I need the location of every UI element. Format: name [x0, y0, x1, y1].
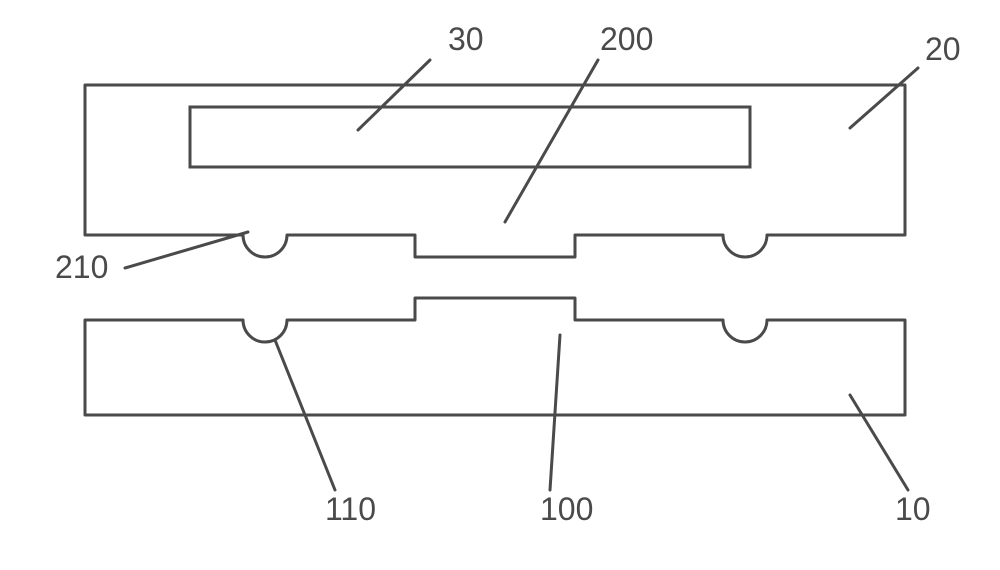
upper-block-outline	[85, 85, 905, 257]
label-100: 100	[540, 491, 593, 527]
label-20: 20	[925, 31, 961, 67]
label-30: 30	[448, 21, 484, 57]
upper-inner-rect	[190, 107, 750, 167]
label-200: 200	[600, 21, 653, 57]
label-10: 10	[895, 491, 931, 527]
label-210: 210	[55, 249, 108, 285]
diagram-canvas: 30 200 20 210 110 100 10	[0, 0, 1000, 570]
leader-30	[358, 60, 430, 130]
leader-20	[850, 68, 918, 128]
leader-10	[850, 395, 908, 490]
label-110: 110	[325, 491, 376, 527]
lower-block-outline	[85, 298, 905, 415]
leader-100	[550, 335, 560, 490]
leader-210	[125, 232, 248, 268]
